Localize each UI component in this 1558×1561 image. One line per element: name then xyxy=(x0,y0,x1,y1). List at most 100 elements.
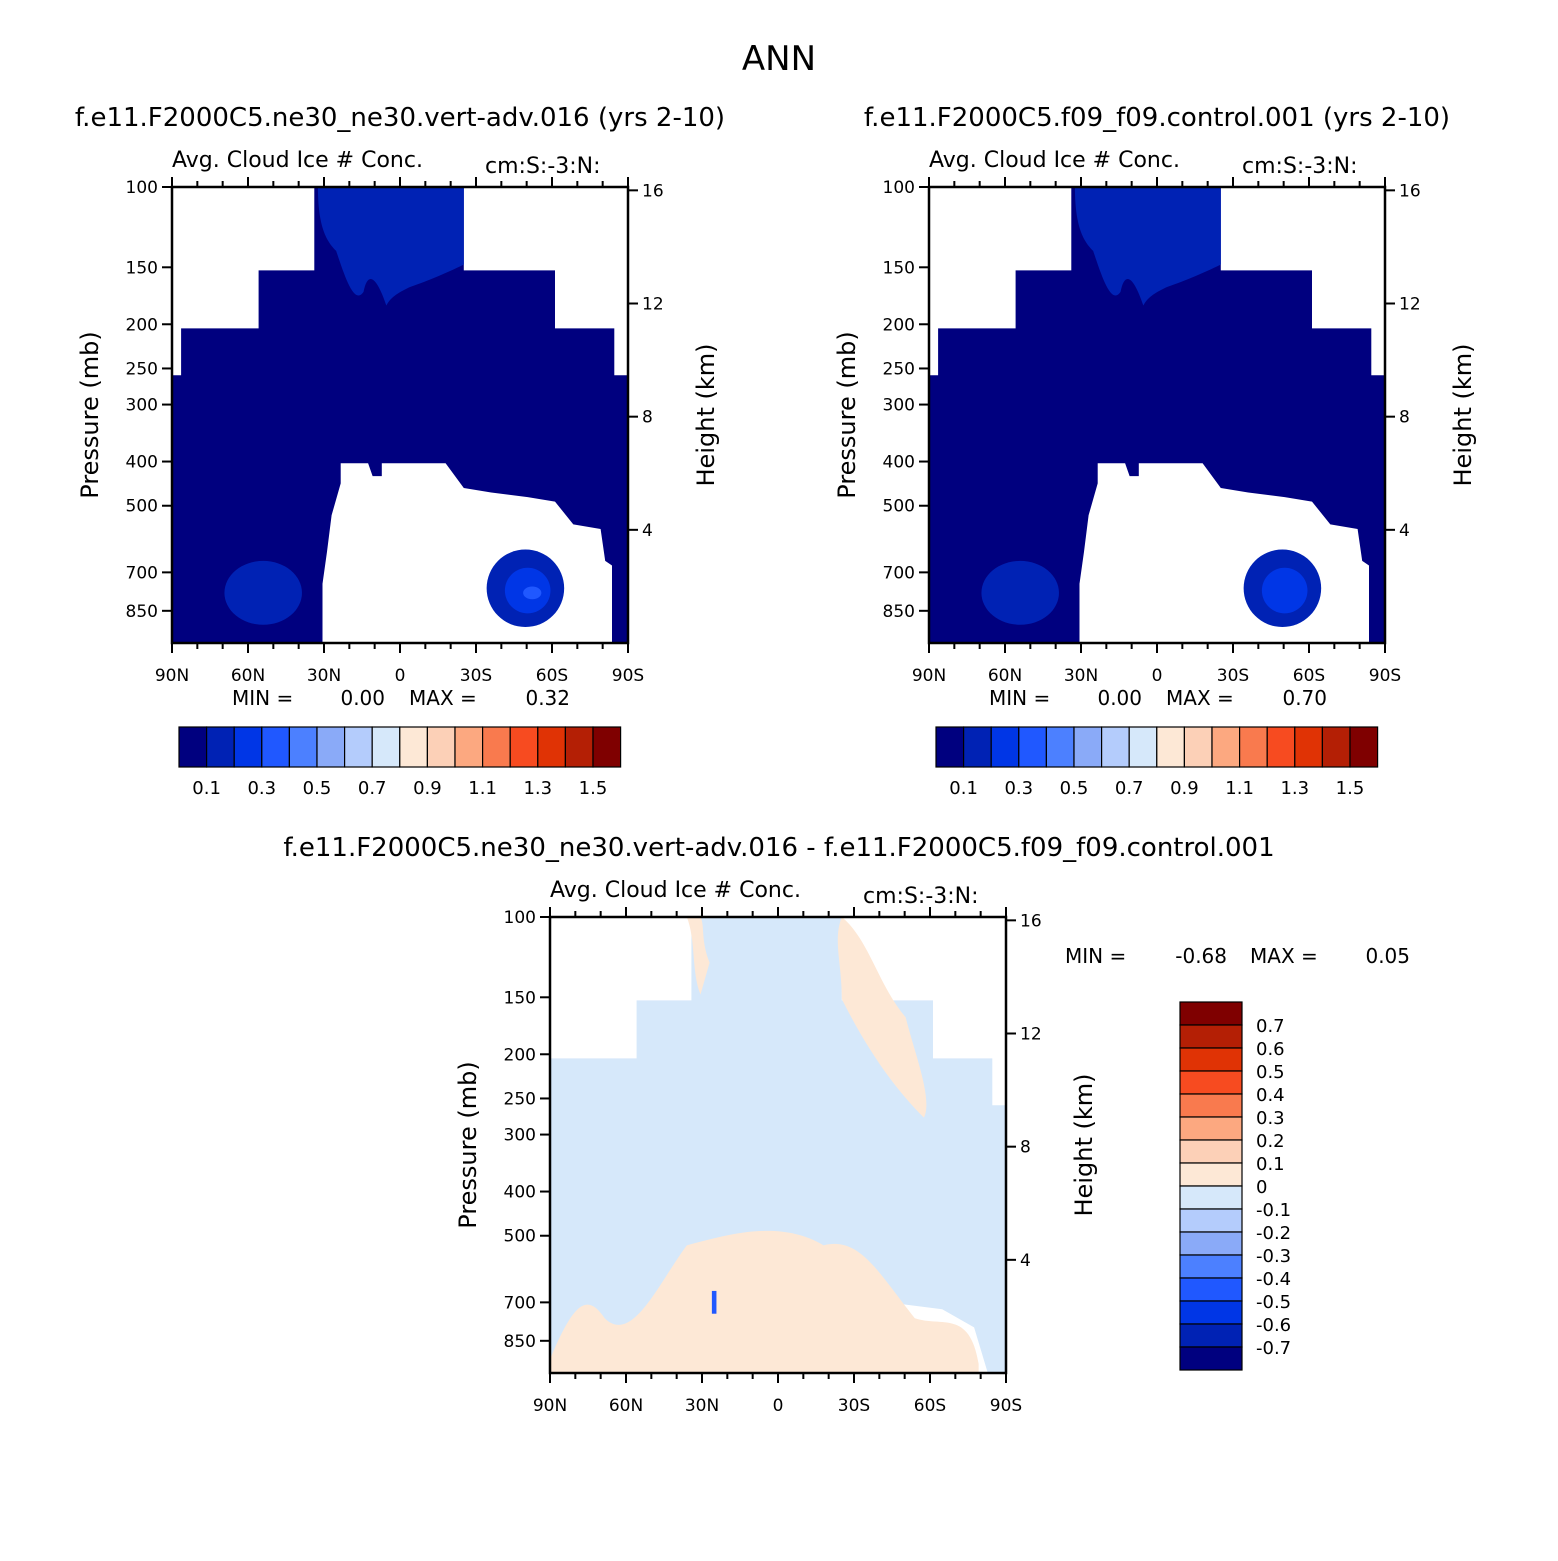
pressure-tick-label: 200 xyxy=(504,1045,536,1065)
max-value: 0.32 xyxy=(525,686,570,710)
height-tick-label: 16 xyxy=(642,181,664,201)
colorbar: 0.1 0.3 0.5 0.7 0.9 1.1 1.3 1.5 xyxy=(178,726,622,799)
colorbar-box xyxy=(1179,1070,1243,1095)
colorbar-label: 0.7 xyxy=(1256,1016,1285,1037)
colorbar-box xyxy=(509,726,539,768)
min-label: MIN = xyxy=(232,686,293,710)
colorbar-box xyxy=(1266,726,1296,768)
colorbar-label: 1.1 xyxy=(1225,778,1254,799)
height-tick-label: 4 xyxy=(1020,1251,1031,1271)
pressure-tick-label: 250 xyxy=(504,1089,536,1109)
colorbar-label: 0.7 xyxy=(358,778,387,799)
pressure-tick-label: 400 xyxy=(504,1183,536,1203)
colorbar-label: 0.3 xyxy=(247,778,276,799)
height-tick-label: 12 xyxy=(1020,1025,1042,1045)
pressure-tick-label: 500 xyxy=(126,497,158,517)
y-axis-right-label: Height (km) xyxy=(1449,344,1477,487)
colorbar-label: -0.3 xyxy=(1256,1246,1291,1267)
colorbar-label: -0.2 xyxy=(1256,1223,1291,1244)
colorbar-box xyxy=(454,726,484,768)
colorbar-label: 1.5 xyxy=(579,778,608,799)
colorbar-box xyxy=(426,726,456,768)
colorbar-box xyxy=(261,726,290,768)
colorbar-box xyxy=(1179,1231,1243,1256)
pressure-tick-label: 100 xyxy=(883,178,915,198)
latitude-tick-label: 60N xyxy=(609,1396,643,1416)
variable-units: cm:S:-3:N: xyxy=(485,154,601,179)
pressure-tick-label: 100 xyxy=(504,908,536,928)
diff-panel-title: f.e11.F2000C5.ne30_ne30.vert-adv.016 - f… xyxy=(283,833,1274,863)
colorbar-box xyxy=(1294,726,1324,768)
latitude-tick-label: 0 xyxy=(1152,666,1163,686)
colorbar-label: 0.4 xyxy=(1256,1085,1285,1106)
colorbar-box xyxy=(1179,1162,1243,1187)
colorbar-label: 0.9 xyxy=(1170,778,1199,799)
colorbar-label: -0.1 xyxy=(1256,1200,1291,1221)
pressure-tick-label: 200 xyxy=(883,315,915,335)
min-label: MIN = xyxy=(1065,944,1126,968)
diff-positive-sliver xyxy=(686,917,710,995)
colorbar-box xyxy=(537,726,566,768)
height-tick-label: 4 xyxy=(1399,521,1410,541)
min-value: 0.00 xyxy=(340,686,385,710)
pressure-tick-label: 250 xyxy=(126,359,158,379)
colorbar-box xyxy=(1179,1185,1243,1210)
y-axis-right-label: Height (km) xyxy=(692,344,720,487)
colorbar-box xyxy=(1045,726,1075,768)
height-tick-label: 8 xyxy=(1399,408,1410,428)
panel-diff: 100 150 200 250 300 400 500 700 850 16 12 8 4 90N 60N 3… xyxy=(454,878,1410,1416)
pressure-tick-label: 700 xyxy=(883,563,915,583)
latitude-tick-label: 30S xyxy=(460,666,492,686)
colorbar-box xyxy=(316,726,346,768)
colorbar-box xyxy=(962,726,992,768)
colorbar-label: 0.1 xyxy=(1256,1154,1285,1175)
latitude-tick-label: 90S xyxy=(612,666,644,686)
colorbar-label: 0.9 xyxy=(413,778,442,799)
colorbar-box xyxy=(206,726,235,768)
height-tick-label: 8 xyxy=(1020,1138,1031,1158)
upper-contour-region xyxy=(1074,187,1221,306)
pressure-tick-label: 150 xyxy=(883,258,915,278)
colorbar-label: 0.2 xyxy=(1256,1131,1285,1152)
colorbar-label: 0.3 xyxy=(1256,1108,1285,1129)
latitude-tick-label: 60S xyxy=(914,1396,946,1416)
colorbar-label: -0.6 xyxy=(1256,1315,1291,1336)
pressure-tick-label: 850 xyxy=(504,1332,536,1352)
pressure-tick-label: 500 xyxy=(883,497,915,517)
variable-name: Avg. Cloud Ice # Conc. xyxy=(929,148,1180,173)
pressure-tick-label: 850 xyxy=(126,602,158,622)
pressure-tick-label: 150 xyxy=(504,988,536,1008)
colorbar-box xyxy=(592,726,622,768)
pressure-tick-label: 250 xyxy=(883,359,915,379)
left-panel-title: f.e11.F2000C5.ne30_ne30.vert-adv.016 (yr… xyxy=(75,103,725,133)
pressure-tick-label: 100 xyxy=(126,178,158,198)
max-label: MAX = xyxy=(409,686,477,710)
latitude-tick-label: 90S xyxy=(990,1396,1022,1416)
sh-lower-contour-core xyxy=(1261,567,1308,614)
colorbar-label: 1.5 xyxy=(1336,778,1365,799)
y-axis-label: Pressure (mb) xyxy=(76,331,104,498)
y-axis-right-label: Height (km) xyxy=(1070,1074,1098,1217)
colorbar-label: 0.5 xyxy=(1060,778,1089,799)
pressure-tick-label: 700 xyxy=(126,563,158,583)
colorbar-label: 1.3 xyxy=(1280,778,1309,799)
colorbar-box xyxy=(1179,1254,1243,1279)
max-value: 0.05 xyxy=(1365,944,1410,968)
variable-units: cm:S:-3:N: xyxy=(863,884,979,909)
latitude-tick-label: 60N xyxy=(988,666,1022,686)
height-tick-label: 12 xyxy=(642,295,664,315)
colorbar-box xyxy=(1179,1116,1243,1141)
pressure-tick-label: 300 xyxy=(883,396,915,416)
colorbar-box xyxy=(288,726,318,768)
height-tick-label: 16 xyxy=(1399,181,1421,201)
y-axis-label: Pressure (mb) xyxy=(833,331,861,498)
colorbar: 0.70.60.50.40.30.20.10-0.1-0.2-0.3-0.4-0… xyxy=(1179,1001,1291,1371)
min-label: MIN = xyxy=(989,686,1050,710)
min-value: -0.68 xyxy=(1175,944,1227,968)
nh-lower-contour-blob xyxy=(981,560,1059,625)
pressure-tick-label: 850 xyxy=(883,602,915,622)
colorbar-box xyxy=(1073,726,1103,768)
pressure-tick-label: 400 xyxy=(126,453,158,473)
